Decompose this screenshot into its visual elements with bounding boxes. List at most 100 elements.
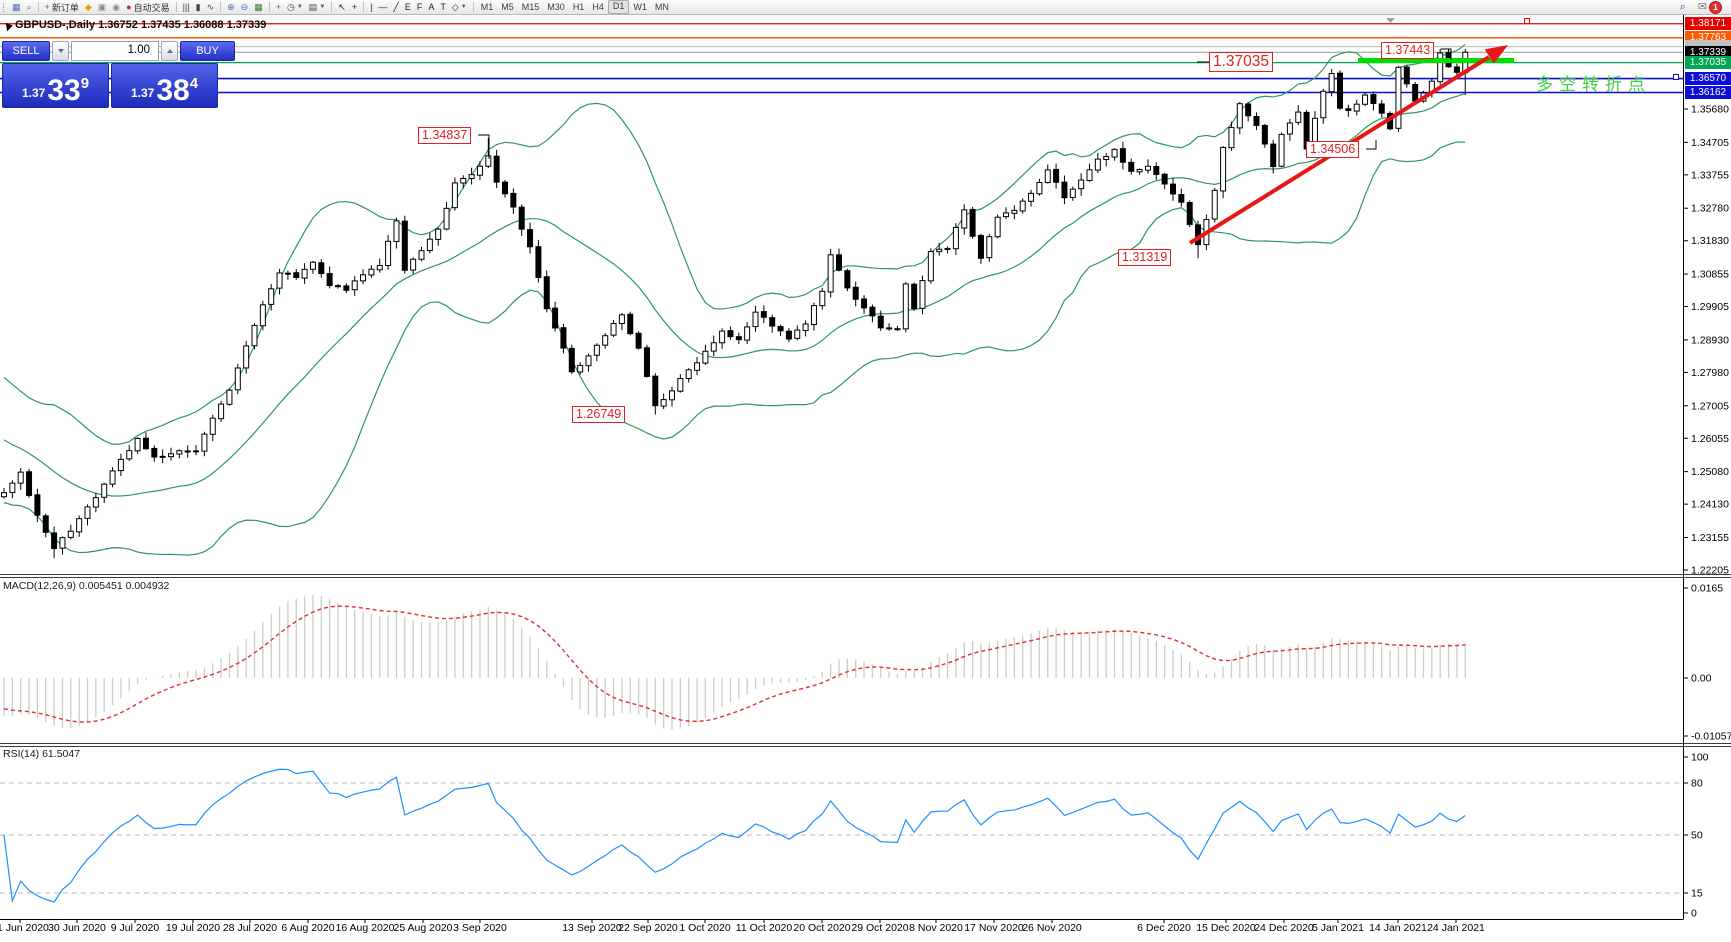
axis-tick-label: 1.22205 [1691,564,1729,576]
horizontal-line-button[interactable]: — [375,1,390,13]
market-button[interactable]: ▣ [95,1,110,13]
zoom-out-button[interactable]: ⊖ [238,1,252,13]
crosshair-button[interactable]: + [349,1,360,13]
tile-windows-button[interactable]: ▦ [251,1,266,13]
axis-tick-label: 15 [1691,888,1703,900]
axis-tick-label: 0.00 [1691,673,1712,685]
axis-tick-label: 1.33755 [1691,169,1729,181]
notifications-button[interactable]: ✉ 1 [1695,0,1725,14]
axis-tick-label: 13 Sep 2020 [562,922,622,934]
trend-arrow-head [1484,45,1508,64]
macd-indicator-label: MACD(12,26,9) 0.005451 0.004932 [3,580,170,592]
bar-chart-button[interactable]: ||| [180,1,193,13]
sell-price-display[interactable]: 1.37 33 9 [2,63,109,108]
label-icon: T [440,2,446,12]
buy-price-display[interactable]: 1.37 38 4 [111,63,218,108]
templates-button[interactable]: ▤ ▼ [306,1,328,13]
axis-tick-label: 1.27980 [1691,367,1729,379]
new-order-button[interactable]: + 新订单 [42,1,82,13]
candlestick-chart-button[interactable]: ▮ [193,1,204,13]
shapes-button[interactable]: ◇ ▼ [449,1,470,13]
fibonacci-icon: F [416,2,423,12]
buy-button-label: BUY [196,45,219,57]
sell-price-big: 33 [47,74,81,107]
chevron-down-icon: ▼ [460,4,467,10]
timeframe-w1[interactable]: W1 [633,2,647,12]
timeframe-h4[interactable]: H4 [592,2,604,12]
timeframe-mn[interactable]: MN [654,2,669,12]
volume-decrease-button[interactable] [52,41,69,61]
text-button[interactable]: A [425,1,437,13]
price-scale[interactable] [1683,14,1731,919]
axis-tick-label: 5 Jan 2021 [1312,922,1364,934]
line-chart-button[interactable]: ∿ [204,1,218,13]
buy-price-prefix: 1.37 [130,86,155,100]
axis-tick-label: 25 Aug 2020 [394,922,453,934]
chevron-down-icon: ▼ [319,4,326,10]
label-button[interactable]: T [437,1,449,13]
timeframe-m5[interactable]: M5 [501,2,514,12]
zoom-out-icon: ⊖ [240,2,249,12]
timeframe-h1[interactable]: H1 [572,2,585,12]
axis-tick-label: 20 Oct 2020 [793,922,850,934]
hline-handle[interactable] [1673,74,1679,80]
fibonacci-button[interactable]: F [414,1,426,13]
periods-button[interactable]: ◷ ▼ [284,1,306,13]
cursor-button[interactable]: ↖ [335,1,349,13]
autotrade-button[interactable]: ● 自动交易 [123,1,172,13]
new-chart-button[interactable]: ▦ [9,1,24,13]
scroll-marker-icon [1386,18,1395,23]
hline-handle[interactable] [1524,18,1530,24]
timeframe-m1[interactable]: M1 [480,2,494,12]
periods-icon: ◷ [286,2,295,12]
axis-tick-label: 22 Sep 2020 [618,922,678,934]
profiles-button[interactable]: ⌕ [24,1,35,13]
spinner-up-icon [166,49,173,53]
axis-tick-label: 1.24130 [1691,499,1729,511]
buy-price-pip: 4 [189,75,199,92]
volume-increase-button[interactable] [161,41,178,61]
volume-input[interactable]: 1.00 [71,41,159,61]
timeframe-m30[interactable]: M30 [547,2,565,12]
equidistant-channel-button[interactable]: E [402,1,414,13]
axis-tick-label: 14 Jan 2021 [1369,922,1427,934]
time-scale[interactable] [0,920,1683,937]
indicators-button[interactable]: + [273,1,284,13]
line-chart-icon: ∿ [206,2,215,12]
buy-button[interactable]: BUY [180,41,235,61]
one-click-trading-panel: SELL 1.00 BUY 1.37 33 9 1.37 38 4 [2,41,235,108]
zoom-in-button[interactable]: ⊕ [224,1,238,13]
timeframe-m15[interactable]: M15 [521,2,540,12]
axis-tick-label: 8 Nov 2020 [909,922,963,934]
trendline-button[interactable]: ╱ [390,1,401,13]
profiles-icon: ⌕ [26,2,32,12]
axis-tick-label: 19 Jul 2020 [166,922,220,934]
axis-tick-label: 6 Aug 2020 [281,922,334,934]
axis-tick-label: 16 Aug 2020 [336,922,395,934]
crosshair-icon: + [351,2,358,12]
autotrade-icon: ● [126,2,132,12]
vertical-line-button[interactable]: | [367,1,375,13]
axis-tick-label: 1.23155 [1691,532,1729,544]
market-icon: ▣ [97,2,107,12]
axis-tick-label: 26 Nov 2020 [1022,922,1082,934]
price-axis-label: 1.37035 [1685,56,1731,70]
buy-price-big: 38 [156,74,190,107]
signals-button[interactable]: ◉ [109,1,123,13]
axis-tick-label: 24 Dec 2020 [1254,922,1314,934]
metaeditor-button[interactable]: ◆ [82,1,95,13]
timeframe-d1[interactable]: D1 [607,0,630,14]
templates-icon: ▤ [308,2,318,12]
search-button[interactable]: ⌕ [1677,1,1689,13]
axis-tick-label: 30 Jun 2020 [48,922,106,934]
axis-tick-label: 1.32780 [1691,203,1729,215]
sell-price-prefix: 1.37 [21,86,46,100]
tile-windows-icon: ▦ [254,2,263,12]
equidistant-channel-icon: E [404,2,411,12]
price-annotation-1.31319: 1.31319 [1118,249,1172,266]
notifications-icon: ✉ [1697,1,1707,13]
autotrade-button-label: 自动交易 [133,2,170,13]
sell-button[interactable]: SELL [2,41,50,61]
